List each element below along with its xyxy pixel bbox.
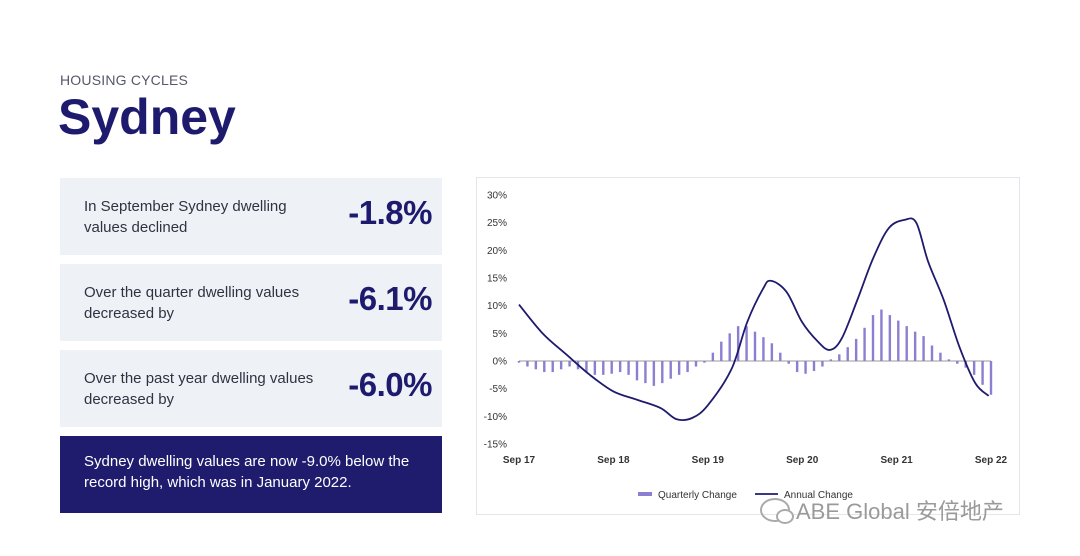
quarterly-change-bar bbox=[922, 336, 925, 361]
x-tick-label: Sep 21 bbox=[880, 455, 913, 466]
y-tick-label: 10% bbox=[487, 301, 507, 312]
quarterly-change-bar bbox=[585, 361, 588, 373]
stat-card-label: In September Sydney dwelling values decl… bbox=[84, 198, 287, 236]
quarterly-change-bar bbox=[821, 361, 824, 367]
quarterly-change-bar bbox=[829, 359, 833, 361]
quarterly-change-bar bbox=[779, 352, 782, 361]
quarterly-change-bar bbox=[956, 361, 959, 364]
x-tick-label: Sep 22 bbox=[975, 455, 1008, 466]
stat-card-monthly: In September Sydney dwelling values decl… bbox=[60, 178, 442, 255]
quarterly-change-bar bbox=[930, 345, 934, 361]
stat-card-quarterly: Over the quarter dwelling values decreas… bbox=[60, 264, 442, 341]
quarterly-change-bar bbox=[644, 361, 647, 384]
quarterly-change-bar bbox=[871, 315, 875, 361]
stat-card-value: -6.1% bbox=[348, 280, 432, 317]
y-tick-label: -5% bbox=[489, 384, 507, 395]
x-tick-label: Sep 20 bbox=[786, 455, 819, 466]
quarterly-change-bar bbox=[534, 361, 538, 370]
quarterly-change-bar bbox=[812, 361, 816, 371]
section-eyebrow: HOUSING CYCLES bbox=[60, 72, 189, 88]
quarterly-change-bar bbox=[981, 361, 984, 385]
quarterly-change-bar bbox=[888, 315, 892, 361]
quarterly-change-bar bbox=[838, 354, 841, 361]
quarterly-change-bar bbox=[787, 361, 790, 364]
page-title: Sydney bbox=[58, 89, 236, 145]
record-high-note-text: Sydney dwelling values are now -9.0% bel… bbox=[84, 453, 410, 491]
quarterly-change-bar bbox=[694, 361, 698, 367]
quarterly-change-bar bbox=[551, 361, 554, 373]
y-tick-label: 5% bbox=[493, 329, 508, 340]
stat-card-value: -6.0% bbox=[348, 366, 432, 403]
y-tick-label: -10% bbox=[484, 412, 507, 423]
quarterly-change-bar bbox=[863, 327, 866, 361]
quarterly-change-bar bbox=[913, 331, 917, 361]
quarterly-change-bar bbox=[854, 338, 858, 361]
watermark-text: ABE Global 安倍地产 bbox=[796, 499, 1004, 524]
stat-card-value: -1.8% bbox=[348, 194, 432, 231]
x-tick-label: Sep 17 bbox=[503, 455, 536, 466]
stat-card-annual: Over the past year dwelling values decre… bbox=[60, 350, 442, 427]
quarterly-change-bar bbox=[568, 361, 571, 367]
quarterly-change-bar bbox=[795, 361, 799, 373]
quarterly-change-bar bbox=[711, 352, 715, 361]
housing-cycle-chart: 30% 25% 20% 15% 10% 5% 0% -5% -10% -15% Sep 17 Sep … bbox=[476, 177, 1020, 515]
x-tick-label: Sep 18 bbox=[597, 455, 630, 466]
quarterly-change-bar bbox=[728, 333, 731, 361]
quarterly-change-bar bbox=[602, 361, 605, 375]
annual-change-line bbox=[518, 217, 990, 421]
legend-swatch-quarterly bbox=[638, 492, 652, 496]
quarterly-change-bar bbox=[559, 361, 563, 370]
quarterly-change-bar bbox=[762, 337, 765, 361]
quarterly-change-bar bbox=[686, 361, 689, 373]
quarterly-change-bar bbox=[745, 326, 748, 361]
quarterly-change-bar bbox=[593, 361, 597, 375]
quarterly-change-bar bbox=[770, 343, 774, 361]
quarterly-change-bar bbox=[661, 361, 664, 384]
x-tick-label: Sep 19 bbox=[692, 455, 725, 466]
wechat-icon bbox=[760, 498, 794, 524]
quarterly-change-bar bbox=[669, 361, 672, 379]
quarterly-change-bar bbox=[880, 309, 883, 361]
quarterly-change-bar bbox=[939, 352, 942, 361]
y-tick-label: 15% bbox=[487, 274, 507, 285]
quarterly-change-bar bbox=[736, 326, 740, 361]
watermark: ABE Global 安倍地产 bbox=[760, 496, 1004, 524]
y-tick-label: 30% bbox=[487, 191, 507, 202]
y-tick-label: -15% bbox=[484, 440, 507, 451]
quarterly-change-bar bbox=[972, 361, 976, 375]
quarterly-change-bar bbox=[804, 361, 807, 374]
quarterly-change-bar bbox=[618, 361, 622, 373]
quarterly-change-bar bbox=[753, 331, 757, 361]
quarterly-change-bar bbox=[517, 361, 521, 363]
y-tick-label: 20% bbox=[487, 246, 507, 257]
quarterly-change-bar bbox=[543, 361, 546, 373]
quarterly-change-bar bbox=[652, 361, 656, 386]
quarterly-change-bar bbox=[677, 361, 681, 375]
quarterly-change-bar bbox=[905, 326, 908, 361]
quarterly-change-bar bbox=[526, 361, 529, 367]
stat-card-label: Over the quarter dwelling values decreas… bbox=[84, 284, 300, 322]
quarterly-change-bar bbox=[720, 341, 723, 361]
quarterly-change-bar bbox=[635, 361, 639, 381]
stat-card-label: Over the past year dwelling values decre… bbox=[84, 370, 314, 408]
record-high-note: Sydney dwelling values are now -9.0% bel… bbox=[60, 436, 442, 513]
legend-label-quarterly: Quarterly Change bbox=[658, 490, 737, 501]
y-tick-label: 25% bbox=[487, 218, 507, 229]
legend-label-annual: Annual Change bbox=[784, 490, 853, 501]
chart-canvas: 30% 25% 20% 15% 10% 5% 0% -5% -10% -15% Sep 17 Sep … bbox=[484, 191, 1008, 502]
quarterly-change-bar bbox=[947, 359, 951, 361]
quarterly-change-bar bbox=[703, 361, 706, 363]
quarterly-change-bar bbox=[989, 361, 993, 395]
quarterly-change-bar bbox=[627, 361, 630, 375]
quarterly-change-bar bbox=[610, 361, 613, 374]
quarterly-change-bar bbox=[897, 320, 900, 361]
y-tick-label: 0% bbox=[493, 357, 508, 368]
quarterly-change-bar bbox=[846, 347, 849, 361]
